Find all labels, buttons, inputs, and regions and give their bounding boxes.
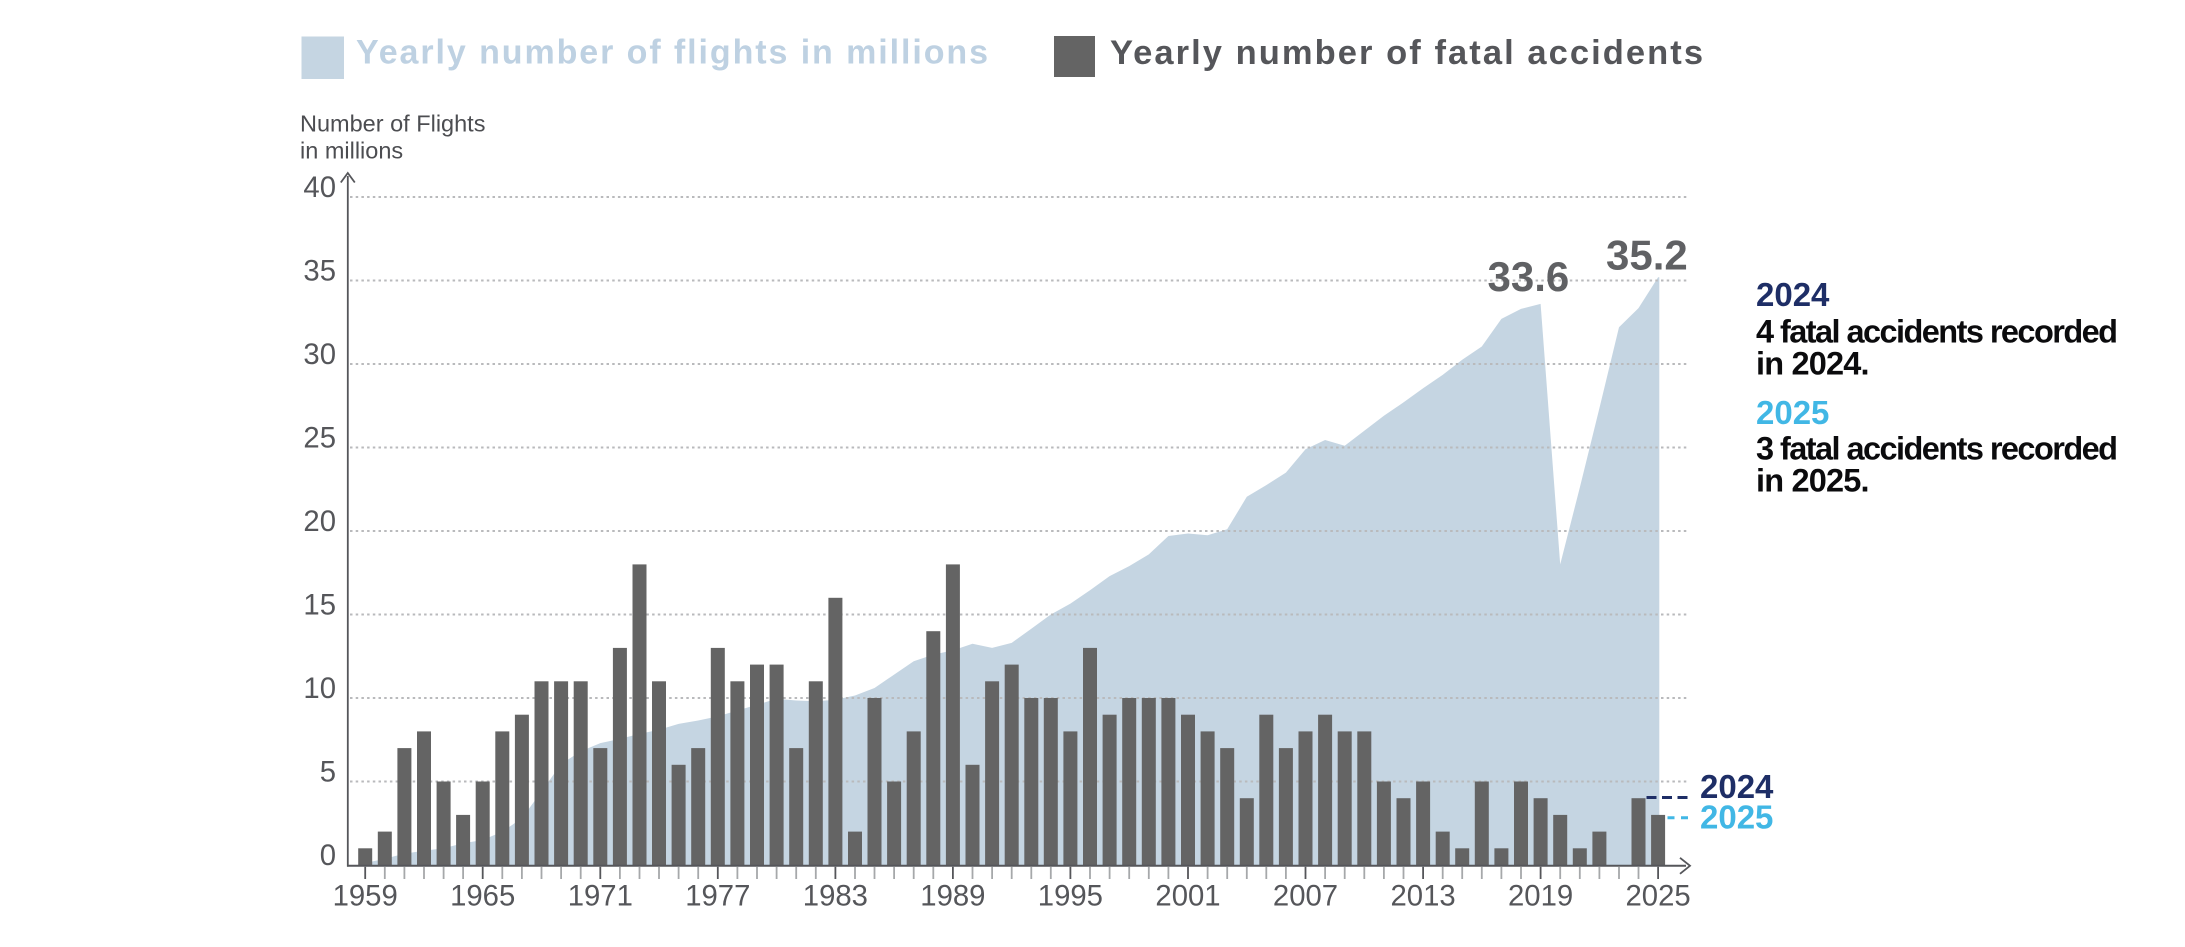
svg-text:5: 5 <box>320 756 336 789</box>
svg-text:1977: 1977 <box>685 880 750 913</box>
svg-text:Yearly number of flights in mi: Yearly number of flights in millions <box>356 34 988 72</box>
svg-text:in millions: in millions <box>300 138 403 164</box>
svg-text:2025: 2025 <box>1756 394 1829 431</box>
svg-text:2025: 2025 <box>1700 798 1773 835</box>
svg-text:2019: 2019 <box>1508 880 1573 913</box>
svg-text:33.6: 33.6 <box>1488 253 1570 300</box>
svg-text:35: 35 <box>303 255 336 288</box>
svg-text:20: 20 <box>303 505 336 538</box>
svg-text:Number of Flights: Number of Flights <box>300 111 485 137</box>
svg-text:40: 40 <box>303 171 336 204</box>
svg-text:0: 0 <box>320 839 336 872</box>
svg-text:25: 25 <box>303 422 336 455</box>
svg-text:3 fatal accidents recorded: 3 fatal accidents recorded <box>1756 431 2118 467</box>
svg-text:1989: 1989 <box>920 880 985 913</box>
svg-text:2007: 2007 <box>1273 880 1338 913</box>
svg-text:35.2: 35.2 <box>1606 232 1688 279</box>
svg-text:2024: 2024 <box>1700 768 1774 805</box>
svg-text:1959: 1959 <box>333 880 398 913</box>
svg-text:2024: 2024 <box>1756 276 1830 313</box>
svg-text:30: 30 <box>303 338 336 371</box>
svg-text:1971: 1971 <box>568 880 633 913</box>
svg-text:2001: 2001 <box>1155 880 1220 913</box>
svg-text:1965: 1965 <box>450 880 515 913</box>
svg-text:4 fatal accidents recorded: 4 fatal accidents recorded <box>1756 314 2118 350</box>
svg-text:2025: 2025 <box>1626 880 1691 913</box>
svg-text:in 2024.: in 2024. <box>1756 345 1870 381</box>
svg-text:15: 15 <box>303 589 336 622</box>
svg-text:in 2025.: in 2025. <box>1756 462 1870 498</box>
svg-text:1995: 1995 <box>1038 880 1103 913</box>
svg-text:1983: 1983 <box>803 880 868 913</box>
svg-text:Yearly number of fatal acciden: Yearly number of fatal accidents <box>1110 34 1703 72</box>
svg-text:2013: 2013 <box>1391 880 1456 913</box>
svg-text:10: 10 <box>303 672 336 705</box>
